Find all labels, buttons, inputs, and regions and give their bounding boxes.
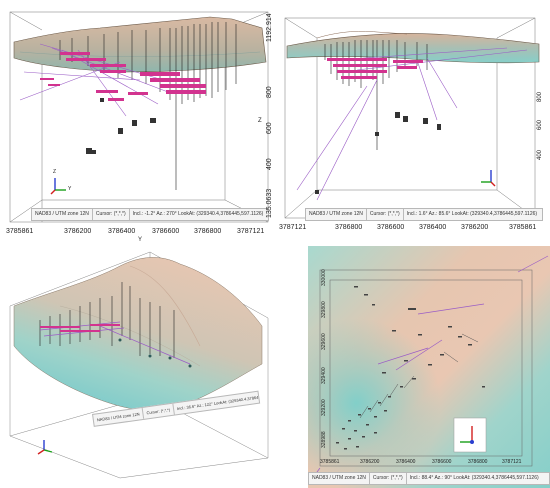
hole-traces-short — [359, 333, 479, 419]
status-projection: NAD83 / UTM zone 12N — [309, 473, 370, 484]
status-cursor: Cursor: (*,*,*) — [370, 473, 407, 484]
terrain-surface — [286, 33, 540, 64]
z-tick-label: 800 — [266, 86, 273, 98]
x-tick-label: 3787121 — [237, 228, 265, 235]
x-tick-label: 3787121 — [502, 459, 522, 465]
axis-triad — [37, 440, 53, 455]
x-tick-label: 3785861 — [509, 224, 537, 231]
axis-triad-y-label: Y — [68, 186, 72, 192]
z-tick-label: 135.0633 — [266, 188, 273, 218]
x-tick-label: 3786800 — [194, 228, 222, 235]
z-tick-label: 600 — [537, 119, 543, 130]
axis-triad — [50, 178, 66, 195]
z-axis-label: Z — [258, 118, 262, 124]
z-tick-label: 400 — [266, 158, 273, 170]
y-tick-label: 329800 — [321, 301, 327, 318]
status-view: Incl.: 88.4° Az.: 90° LookAt: (329340.4,… — [409, 475, 539, 481]
x-tick-label: 3785861 — [320, 459, 340, 465]
x-tick-label: 3786200 — [461, 224, 489, 231]
status-projection: NAD83 / UTM zone 12N — [306, 209, 367, 220]
status-bar: NAD83 / UTM zone 12N Cursor: (*,*,*) Inc… — [305, 208, 543, 221]
status-cursor: Cursor: (*,*,*) — [93, 209, 130, 220]
y-tick-label: 328988 — [321, 431, 327, 448]
view-panel-oblique[interactable]: NAD83 / UTM zone 12N Cursor: (*,*,*) Inc… — [0, 246, 275, 488]
x-tick-label: 3787121 — [279, 224, 307, 231]
y-tick-label: 329200 — [321, 399, 327, 416]
view-panel-side-west[interactable]: Z Y NAD83 / UTM zone 12N Cursor: (*,*,*)… — [0, 0, 275, 244]
y-tick-label: 330000 — [321, 269, 327, 286]
status-view: Incl.: -1.2° Az.: 270° LookAt: (329340.4… — [132, 211, 264, 217]
terrain-surface — [13, 257, 263, 411]
status-projection: NAD83 / UTM zone 12N — [32, 209, 93, 220]
x-tick-label: 3786600 — [152, 228, 180, 235]
status-cursor: Cursor: (*,*,*) — [367, 209, 404, 220]
hole-end-markers — [86, 98, 156, 154]
scene-3d-side-west[interactable] — [0, 0, 275, 244]
x-tick-label: 3786400 — [108, 228, 136, 235]
z-tick-label: 1192.914 — [266, 13, 273, 42]
status-bar: NAD83 / UTM zone 12N Cursor: (*,*,*) Inc… — [308, 472, 550, 485]
view-panel-side-east[interactable]: NAD83 / UTM zone 12N Cursor: (*,*,*) Inc… — [277, 0, 550, 244]
bounding-box — [319, 269, 533, 467]
x-tick-label: 3786400 — [396, 459, 416, 465]
view-panel-plan[interactable]: 3785861 3786200 3786400 3786600 3786800 … — [308, 246, 550, 488]
y-tick-label: 329400 — [321, 367, 327, 384]
inclined-traces — [308, 255, 549, 485]
scene-3d-plan[interactable] — [308, 246, 550, 488]
inclined-traces — [296, 47, 528, 201]
terrain-surface — [13, 16, 267, 73]
sample-labels — [40, 52, 206, 101]
axis-triad — [481, 170, 496, 187]
status-view: Incl.: 1.6° Az.: 85.6° LookAt: (329340.4… — [406, 211, 538, 217]
x-tick-label: 3785861 — [6, 228, 34, 235]
drillhole-collars — [336, 286, 485, 450]
sample-labels — [327, 58, 423, 79]
x-tick-label: 3786400 — [419, 224, 447, 231]
status-bar: NAD83 / UTM zone 12N Cursor: (*,*,*) Inc… — [31, 208, 269, 221]
scene-3d-side-east[interactable] — [277, 0, 550, 244]
scene-3d-oblique[interactable] — [0, 246, 275, 488]
x-axis-label: Y — [138, 237, 143, 243]
z-tick-label: 400 — [537, 149, 543, 160]
axis-triad — [460, 426, 474, 444]
x-tick-label: 3786600 — [432, 459, 452, 465]
axis-triad-z-label: Z — [53, 169, 57, 175]
x-tick-label: 3786800 — [468, 459, 488, 465]
x-tick-label: 3786200 — [64, 228, 92, 235]
z-tick-label: 800 — [537, 91, 543, 102]
z-tick-label: 600 — [266, 122, 273, 134]
hole-end-markers — [118, 338, 192, 368]
x-tick-label: 3786800 — [335, 224, 363, 231]
hole-end-markers — [315, 112, 441, 194]
x-tick-label: 3786200 — [360, 459, 380, 465]
axis-triad-box — [453, 417, 487, 453]
sample-labels — [40, 324, 120, 332]
x-tick-label: 3786600 — [377, 224, 405, 231]
y-tick-label: 329600 — [321, 333, 327, 350]
